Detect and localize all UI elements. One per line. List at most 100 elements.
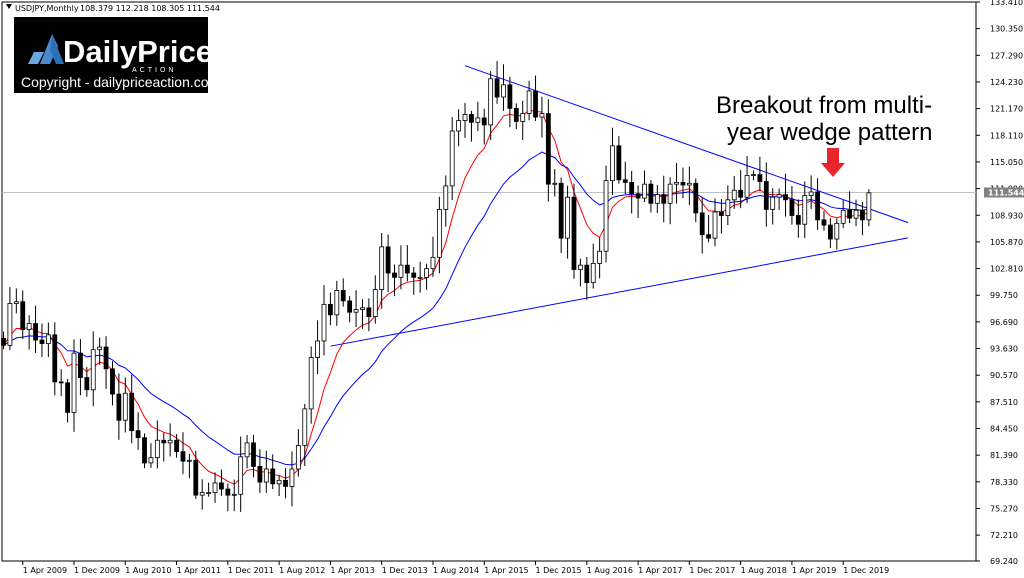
logo-sub-text: ACTION: [132, 67, 176, 74]
bear-candle-body: [648, 183, 654, 204]
candle: [469, 110, 474, 142]
x-tick-label: 1 Dec 2019: [843, 566, 889, 575]
bull-candle-body: [244, 442, 250, 458]
price-axis[interactable]: 133.410 130.350 127.290 124.230 121.170 118.1…: [976, 0, 1023, 566]
logo-mark-icon: [28, 34, 64, 64]
candle: [738, 169, 744, 209]
candles: [1, 60, 872, 512]
bull-candle-body: [725, 199, 731, 216]
moving-averages: [3, 109, 870, 485]
candle: [142, 433, 147, 469]
bear-candle-body: [219, 482, 224, 490]
bear-candle-body: [693, 182, 699, 214]
bull-candle-body: [308, 357, 314, 410]
candle: [263, 450, 269, 493]
candle: [783, 173, 788, 217]
bull-candle-body: [654, 194, 660, 204]
bull-candle-body: [565, 196, 570, 239]
bear-candle-body: [340, 290, 346, 302]
candle: [552, 169, 558, 197]
time-axis[interactable]: 1 Apr 2009 1 Dec 2009 1 Aug 2010 1 Apr 2011…: [22, 561, 889, 575]
candle: [122, 377, 128, 433]
candle: [610, 127, 615, 196]
candle: [494, 60, 500, 104]
candle: [251, 434, 256, 478]
bear-candle-body: [392, 272, 397, 278]
bear-candle-body: [847, 209, 853, 219]
bear-candle-body: [558, 182, 564, 239]
y-tick-label: 69.240: [990, 557, 1018, 566]
x-tick-label: 1 Aug 2012: [279, 566, 325, 575]
bear-candle-body: [706, 234, 711, 239]
candle: [84, 367, 90, 397]
bear-candle-body: [385, 246, 391, 274]
bear-candle-body: [328, 303, 333, 316]
candle: [97, 337, 103, 365]
candle: [71, 339, 77, 432]
bull-candle-body: [731, 189, 737, 201]
x-tick-label: 1 Apr 2017: [638, 566, 682, 575]
bear-candle-body: [103, 346, 109, 370]
candle: [283, 468, 288, 499]
bear-candle-body: [404, 264, 410, 274]
candle: [847, 191, 853, 224]
current-price-badge: 111.544: [984, 187, 1024, 198]
bear-candle-body: [507, 84, 513, 109]
candle: [116, 373, 122, 440]
candle: [90, 331, 96, 407]
bull-candle-body: [263, 468, 269, 483]
lower-trendline[interactable]: [330, 237, 909, 347]
bull-candle-body: [302, 408, 308, 446]
candle: [622, 161, 628, 194]
candle: [648, 179, 654, 213]
candle: [597, 236, 603, 279]
candle: [789, 186, 795, 225]
candle: [295, 429, 301, 477]
bull-candle-body: [488, 78, 494, 126]
candle: [642, 170, 647, 203]
annotation-line-1: Breakout from multi-: [716, 92, 932, 119]
logo-brand-text: DailyPrice: [63, 34, 213, 69]
bear-candle-body: [283, 479, 288, 487]
candle: [712, 198, 718, 247]
candle: [584, 256, 590, 300]
bear-candle-body: [225, 488, 231, 496]
candle: [507, 76, 513, 128]
candle: [289, 451, 295, 507]
candle: [757, 156, 763, 192]
dropdown-triangle-icon[interactable]: [6, 4, 12, 9]
bear-candle-body: [129, 392, 135, 432]
bull-candle-body: [321, 303, 327, 342]
bull-candle-body: [751, 174, 756, 176]
y-tick-label: 72.210: [990, 531, 1018, 540]
candle: [219, 469, 224, 496]
bull-candle-body: [462, 114, 468, 121]
candle: [475, 101, 481, 132]
bear-candle-body: [142, 437, 147, 464]
candle: [481, 108, 487, 145]
y-tick-label: 93.630: [990, 345, 1018, 354]
bull-candle-body: [436, 209, 442, 258]
bull-candle-body: [520, 113, 526, 122]
candle: [257, 449, 263, 494]
bear-candle-body: [20, 301, 26, 331]
candle: [347, 296, 353, 323]
bull-candle-body: [667, 183, 673, 204]
candle: [276, 475, 282, 497]
candle: [417, 261, 423, 293]
bull-candle-body: [776, 194, 782, 198]
bear-candle-body: [52, 334, 58, 383]
candle: [590, 243, 596, 289]
bear-candle-body: [533, 90, 538, 118]
y-tick-label: 130.350: [990, 25, 1023, 34]
bull-candle-body: [603, 180, 609, 252]
symbol-timeframe-label: USDJPY,Monthly: [15, 4, 79, 13]
upper-trendline[interactable]: [464, 65, 909, 224]
bull-candle-body: [295, 445, 301, 470]
bull-candle-body: [840, 209, 846, 224]
candle: [674, 163, 679, 204]
x-tick-label: 1 Aug 2016: [587, 566, 633, 575]
y-tick-label: 75.270: [990, 504, 1018, 513]
